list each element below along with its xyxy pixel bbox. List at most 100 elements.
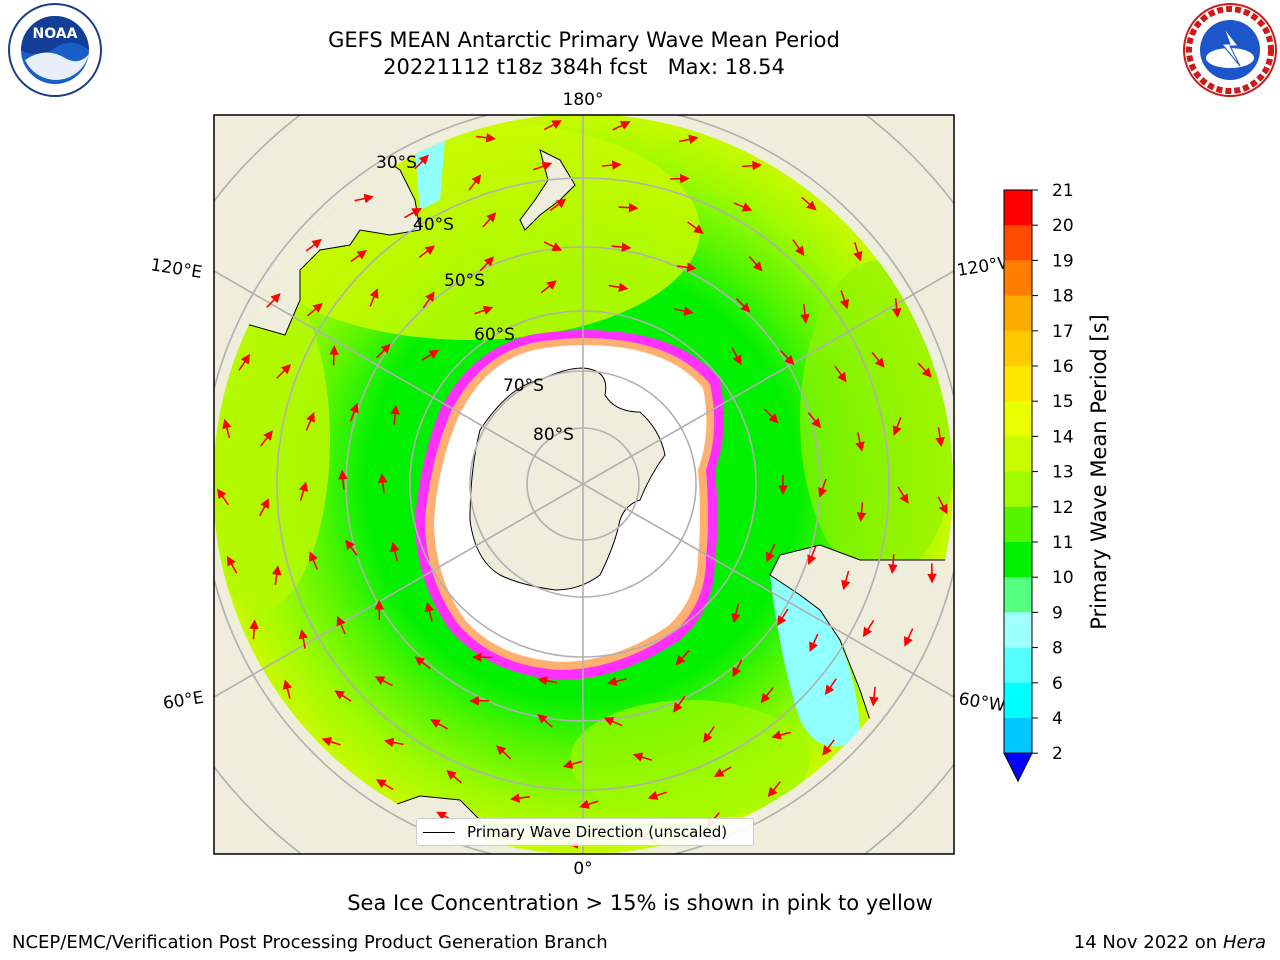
noaa-logo-text: NOAA bbox=[33, 26, 78, 42]
wave-direction-arrow bbox=[404, 208, 422, 219]
wave-direction-arrow bbox=[888, 554, 898, 575]
parallel-label-40s: 40°S bbox=[413, 215, 454, 235]
wave-direction-arrow bbox=[818, 478, 828, 498]
wave-direction-arrow bbox=[713, 766, 732, 777]
colorbar-tick-label: 17 bbox=[1052, 322, 1074, 342]
wave-direction-arrow bbox=[869, 686, 879, 707]
colorbar-tick-label: 6 bbox=[1052, 674, 1063, 694]
wave-direction-arrow bbox=[871, 351, 885, 368]
wave-direction-arrow bbox=[748, 256, 763, 272]
wave-direction-arrow bbox=[807, 546, 817, 566]
colorbar-tick-label: 18 bbox=[1052, 287, 1074, 307]
wave-direction-arrow bbox=[349, 402, 359, 422]
wave-direction-arrow bbox=[276, 364, 292, 379]
wave-direction-arrow bbox=[607, 676, 627, 686]
colorbar-tick-label: 10 bbox=[1052, 568, 1074, 588]
wave-direction-arrow bbox=[579, 799, 599, 809]
colorbar-segment bbox=[1004, 506, 1032, 543]
wave-direction-arrow bbox=[375, 779, 394, 791]
wave-direction-arrow bbox=[537, 675, 558, 686]
colorbar-tick-label: 21 bbox=[1052, 181, 1074, 201]
meridian-label-60e: 60°E bbox=[162, 688, 206, 714]
wave-direction-arrow bbox=[937, 496, 948, 515]
wave-direction-arrow bbox=[632, 752, 653, 762]
wave-direction-arrow bbox=[374, 676, 393, 687]
wave-direction-arrow bbox=[298, 629, 308, 649]
wave-direction-arrow bbox=[495, 745, 512, 760]
wave-direction-arrow bbox=[800, 304, 810, 324]
wave-direction-arrow bbox=[509, 793, 530, 803]
wave-direction-arrow bbox=[383, 737, 404, 748]
wave-direction-arrow bbox=[674, 306, 694, 316]
wave-direction-arrow bbox=[841, 570, 851, 591]
colorbar-segment bbox=[1004, 401, 1032, 437]
wave-direction-arrow bbox=[421, 349, 440, 361]
wave-direction-arrow bbox=[853, 242, 863, 262]
colorbar-segment bbox=[1004, 647, 1032, 684]
wave-direction-arrow bbox=[222, 418, 232, 439]
colorbar: 2 4 6 8 9 10 11 12 13 14 15 16 17 18 19 20 21 bbox=[1003, 181, 1074, 783]
colorbar-segment bbox=[1004, 542, 1032, 578]
colorbar-segment bbox=[1004, 718, 1032, 754]
colorbar-segment bbox=[1004, 682, 1032, 719]
wave-direction-arrow bbox=[414, 656, 431, 670]
wave-direction-arrow bbox=[777, 608, 789, 626]
wave-direction-arrow bbox=[904, 628, 914, 647]
wave-direction-arrow bbox=[731, 347, 742, 366]
wave-direction-arrow bbox=[350, 249, 368, 263]
wave-direction-arrow bbox=[618, 202, 639, 213]
colorbar-segment bbox=[1004, 260, 1032, 297]
wave-direction-arrow bbox=[305, 238, 322, 252]
wave-direction-arrow bbox=[807, 412, 822, 429]
meridians bbox=[214, 115, 954, 854]
colorbar-tick-label: 15 bbox=[1052, 392, 1074, 412]
colorbar-tick-label: 16 bbox=[1052, 357, 1074, 377]
wave-direction-arrow bbox=[249, 619, 259, 640]
wave-direction-arrow bbox=[766, 543, 776, 563]
wave-direction-arrow bbox=[446, 770, 463, 784]
wave-direction-arrow bbox=[603, 717, 623, 727]
wave-direction-arrow bbox=[414, 154, 429, 170]
colorbar-segment bbox=[1004, 295, 1032, 332]
colorbar-segment bbox=[1004, 190, 1032, 226]
colorbar-label: Primary Wave Mean Period [s] bbox=[1087, 314, 1111, 630]
wave-direction-arrow bbox=[540, 280, 557, 294]
wave-direction-arrow bbox=[673, 695, 686, 713]
wave-direction-arrow bbox=[282, 679, 293, 699]
wave-direction-arrow bbox=[544, 120, 562, 131]
wave-direction-arrow bbox=[321, 737, 341, 747]
wave-direction-arrow bbox=[418, 245, 436, 259]
wave-direction-arrow bbox=[669, 173, 690, 184]
wave-direction-arrow bbox=[601, 160, 622, 170]
wave-direction-arrow bbox=[369, 288, 379, 307]
colorbar-segment bbox=[1004, 225, 1032, 261]
wave-direction-arrow bbox=[258, 498, 269, 517]
wave-direction-arrow bbox=[862, 619, 875, 638]
colorbar-tick-label: 4 bbox=[1052, 709, 1063, 729]
wave-direction-arrow bbox=[855, 432, 865, 452]
wave-direction-arrow bbox=[260, 430, 273, 447]
footer-host: Hera bbox=[1222, 932, 1266, 953]
wave-direction-arrow bbox=[834, 365, 847, 383]
sea-ice-note: Sea Ice Concentration > 15% is shown in … bbox=[347, 891, 933, 915]
wave-direction-arrow bbox=[735, 297, 751, 313]
wave-direction-arrow bbox=[611, 242, 632, 252]
colorbar-segment bbox=[1004, 577, 1032, 613]
meridian-label-180: 180° bbox=[563, 90, 604, 110]
colorbar-tick-label: 9 bbox=[1052, 603, 1063, 623]
wave-direction-arrow bbox=[474, 305, 494, 315]
wave-direction-arrow bbox=[792, 239, 805, 257]
wave-direction-arrow bbox=[675, 650, 690, 666]
wave-direction-arrow bbox=[334, 690, 352, 702]
wave-direction-arrow bbox=[562, 759, 583, 769]
high-period-region-bottom bbox=[570, 700, 810, 820]
wave-direction-arrow bbox=[678, 134, 699, 145]
footer-date: 14 Nov 2022 on Hera bbox=[1074, 932, 1266, 953]
wave-direction-arrow bbox=[839, 290, 850, 310]
colorbar-tick-label: 12 bbox=[1052, 498, 1074, 518]
wave-direction-arrow bbox=[732, 659, 743, 678]
wave-direction-arrow bbox=[767, 781, 781, 798]
wave-direction-arrow bbox=[307, 302, 323, 317]
wave-direction-arrow bbox=[897, 486, 909, 504]
